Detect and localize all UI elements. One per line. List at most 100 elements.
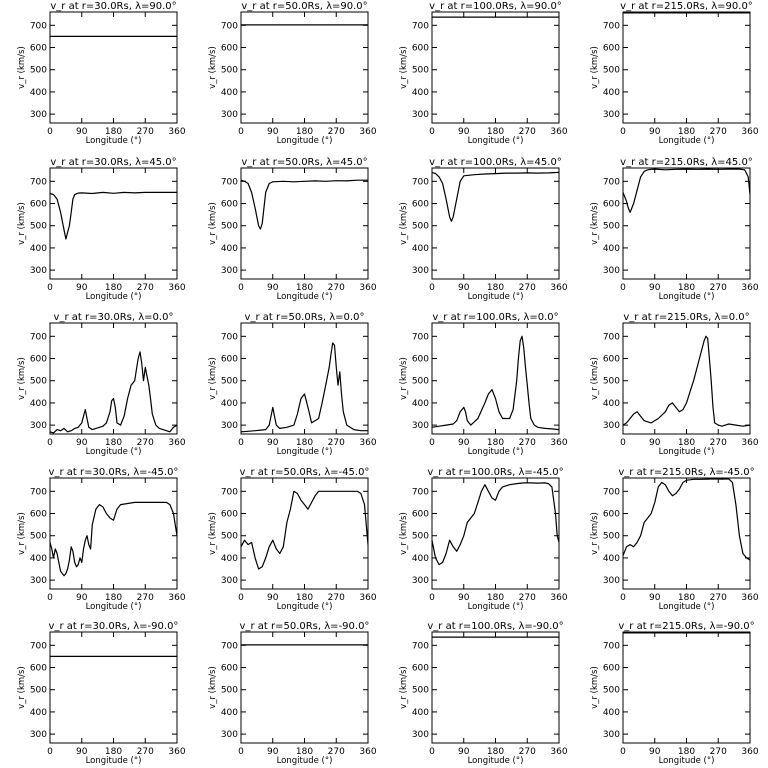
panel-17: v_r at r=30.0Rs, λ=-90.0° 0 90 180 270 360 300… (17, 621, 186, 766)
y-tick-label: 600 (30, 510, 47, 520)
x-tick-label: 180 (678, 438, 695, 448)
panel-12: v_r at r=215.0Rs, λ=0.0° 0 90 180 270 360 300 4… (590, 312, 759, 457)
y-tick-label: 500 (221, 222, 238, 232)
x-tick-label: 180 (105, 127, 122, 137)
x-tick-label: 90 (649, 747, 661, 757)
plot-frame (49, 11, 178, 124)
x-tick-label: 0 (238, 127, 244, 137)
x-tick-label: 90 (458, 283, 470, 293)
x-tick-label: 90 (458, 127, 470, 137)
y-tick-label: 500 (221, 532, 238, 542)
x-tick-label: 0 (238, 593, 244, 603)
x-tick-label: 180 (487, 283, 504, 293)
y-axis-label: v_r (km/s) (17, 46, 27, 89)
y-tick-label: 700 (603, 487, 620, 497)
x-tick-label: 270 (328, 127, 345, 137)
y-tick-label: 500 (412, 532, 429, 542)
y-tick-label: 400 (221, 244, 238, 254)
y-tick-label: 300 (30, 576, 47, 586)
velocity-line (240, 490, 369, 570)
y-tick-label: 700 (30, 21, 47, 31)
x-tick-label: 90 (76, 747, 88, 757)
x-tick-label: 0 (47, 438, 53, 448)
y-axis-label: v_r (km/s) (399, 357, 409, 400)
y-tick-label: 600 (221, 355, 238, 365)
panel-title: v_r at r=100.0Rs, λ=90.0° (429, 1, 562, 12)
velocity-line (431, 171, 560, 222)
x-tick-label: 0 (429, 283, 435, 293)
plot-frame (240, 167, 369, 280)
y-tick-label: 500 (221, 686, 238, 696)
x-tick-label: 0 (238, 283, 244, 293)
x-tick-label: 90 (458, 747, 470, 757)
x-tick-label: 360 (359, 747, 376, 757)
panel-title: v_r at r=30.0Rs, λ=90.0° (50, 1, 176, 12)
y-tick-label: 400 (30, 88, 47, 98)
y-tick-label: 500 (221, 66, 238, 76)
panel-title: v_r at r=30.0Rs, λ=0.0° (54, 312, 174, 323)
y-tick-label: 400 (603, 554, 620, 564)
panel-14: v_r at r=50.0Rs, λ=-45.0° 0 90 180 270 360 300… (208, 467, 377, 612)
x-axis-label: Longitude (°) (468, 602, 524, 612)
x-tick-label: 360 (550, 283, 567, 293)
x-tick-label: 180 (487, 593, 504, 603)
x-axis-label: Longitude (°) (86, 756, 142, 766)
x-tick-label: 270 (710, 283, 727, 293)
y-tick-label: 400 (412, 399, 429, 409)
y-tick-label: 700 (30, 641, 47, 651)
y-axis-label: v_r (km/s) (17, 666, 27, 709)
x-tick-label: 180 (678, 747, 695, 757)
plot-frame (431, 11, 560, 124)
x-tick-label: 270 (137, 283, 154, 293)
panel-7: v_r at r=100.0Rs, λ=45.0° 0 90 180 270 360 300… (399, 157, 568, 302)
y-tick-label: 500 (412, 686, 429, 696)
y-tick-label: 500 (603, 66, 620, 76)
y-tick-label: 300 (30, 110, 47, 120)
y-tick-label: 500 (30, 686, 47, 696)
x-axis-label: Longitude (°) (659, 136, 715, 146)
panel-11: v_r at r=100.0Rs, λ=0.0° 0 90 180 270 360 300 4… (399, 312, 568, 457)
y-axis-label: v_r (km/s) (399, 666, 409, 709)
panel-18: v_r at r=50.0Rs, λ=-90.0° 0 90 180 270 360 300… (208, 621, 377, 766)
y-tick-label: 600 (603, 355, 620, 365)
plot-frame (240, 631, 369, 744)
plot-frame (431, 477, 560, 590)
y-tick-label: 300 (221, 110, 238, 120)
x-tick-label: 0 (620, 127, 626, 137)
velocity-line (49, 501, 178, 577)
y-tick-label: 500 (30, 222, 47, 232)
y-tick-label: 400 (603, 88, 620, 98)
x-tick-label: 360 (550, 747, 567, 757)
x-tick-label: 180 (678, 127, 695, 137)
y-axis-label: v_r (km/s) (208, 46, 218, 89)
x-tick-label: 180 (296, 283, 313, 293)
y-tick-label: 300 (412, 266, 429, 276)
x-tick-label: 270 (328, 283, 345, 293)
y-tick-label: 300 (221, 576, 238, 586)
x-tick-label: 270 (328, 747, 345, 757)
y-tick-label: 500 (30, 532, 47, 542)
x-tick-label: 360 (741, 283, 758, 293)
panel-title: v_r at r=100.0Rs, λ=45.0° (429, 157, 562, 168)
y-tick-label: 600 (412, 355, 429, 365)
x-tick-label: 90 (76, 438, 88, 448)
y-tick-label: 300 (412, 576, 429, 586)
x-axis-label: Longitude (°) (468, 447, 524, 457)
velocity-line (622, 335, 751, 427)
y-tick-label: 300 (603, 421, 620, 431)
y-tick-label: 700 (30, 487, 47, 497)
y-tick-label: 700 (412, 487, 429, 497)
x-axis-label: Longitude (°) (86, 136, 142, 146)
y-axis-label: v_r (km/s) (590, 666, 600, 709)
y-axis-label: v_r (km/s) (590, 512, 600, 555)
x-tick-label: 0 (620, 593, 626, 603)
y-tick-label: 700 (221, 21, 238, 31)
y-tick-label: 500 (30, 66, 47, 76)
y-tick-label: 600 (221, 510, 238, 520)
y-tick-label: 500 (221, 377, 238, 387)
x-tick-label: 0 (620, 747, 626, 757)
panel-2: v_r at r=50.0Rs, λ=90.0° 0 90 180 270 360 300 4… (208, 1, 377, 146)
y-tick-label: 400 (221, 554, 238, 564)
panel-20: v_r at r=215.0Rs, λ=-90.0° 0 90 180 270 360 30… (590, 621, 759, 766)
y-axis-label: v_r (km/s) (208, 512, 218, 555)
